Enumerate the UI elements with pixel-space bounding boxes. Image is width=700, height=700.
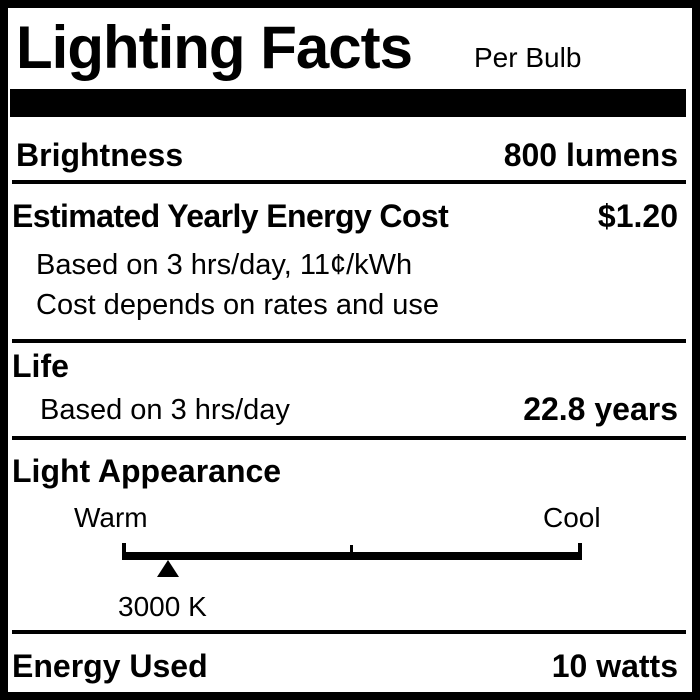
divider <box>12 180 686 184</box>
energy-cost-label: Estimated Yearly Energy Cost <box>12 198 449 234</box>
header-bar <box>10 89 686 117</box>
brightness-value: 800 lumens <box>503 137 678 173</box>
life-value: 22.8 years <box>523 391 678 427</box>
scale-tick-middle <box>350 545 353 559</box>
divider <box>12 339 686 343</box>
label-title: Lighting Facts <box>16 14 413 81</box>
label-subtitle: Per Bulb <box>474 42 582 73</box>
brightness-label: Brightness <box>16 137 184 173</box>
color-temperature-scale <box>122 541 582 577</box>
color-temperature-value: 3000 K <box>118 591 207 622</box>
energy-used-label: Energy Used <box>12 648 208 684</box>
lighting-facts-label: Lighting Facts Per Bulb Brightness 800 l… <box>8 8 692 692</box>
cool-label: Cool <box>543 502 601 533</box>
energy-cost-value: $1.20 <box>597 198 678 234</box>
divider <box>12 436 686 440</box>
energy-cost-note-usage: Cost depends on rates and use <box>36 289 440 321</box>
life-label: Life <box>12 348 69 384</box>
scale-tick-right <box>578 543 582 560</box>
color-temperature-marker-icon <box>157 560 179 577</box>
life-note: Based on 3 hrs/day <box>40 394 290 426</box>
warm-label: Warm <box>74 502 148 533</box>
energy-cost-note-rates: Based on 3 hrs/day, 11¢/kWh <box>36 249 413 281</box>
divider <box>12 630 686 634</box>
light-appearance-label: Light Appearance <box>12 453 282 489</box>
energy-used-value: 10 watts <box>551 648 678 684</box>
scale-tick-left <box>122 543 126 560</box>
